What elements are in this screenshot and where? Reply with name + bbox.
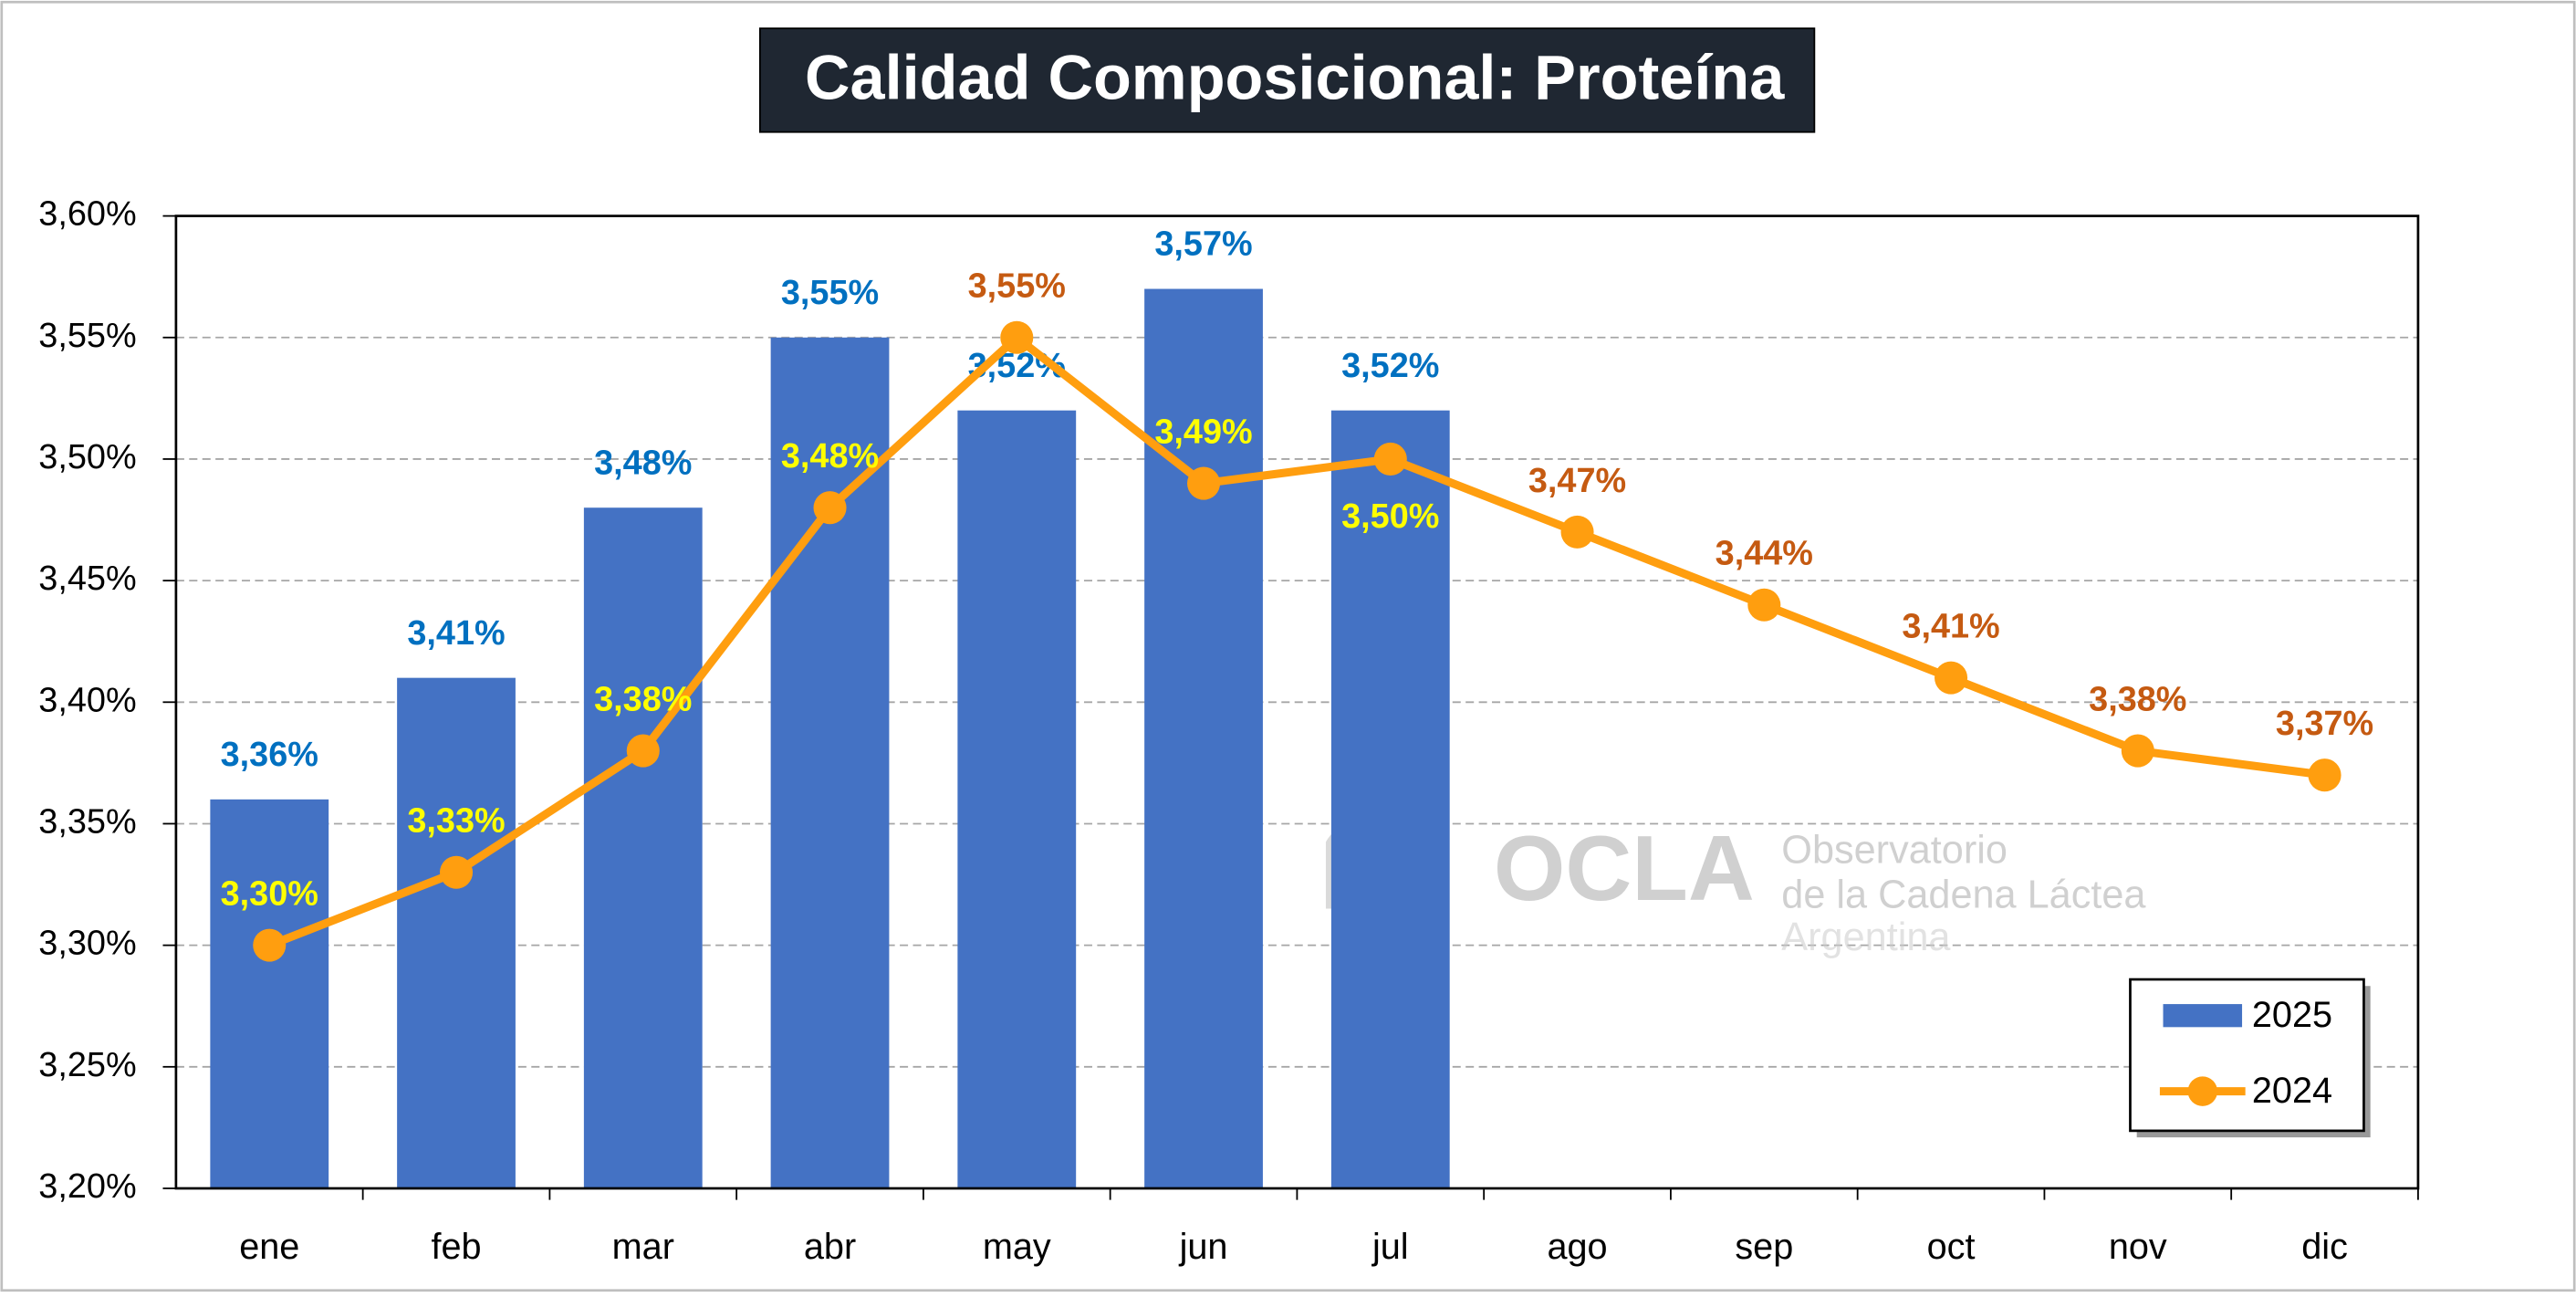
line-value-label: 3,49% [1154, 413, 1252, 451]
legend-swatch [2187, 1076, 2218, 1106]
title-box [758, 27, 1816, 133]
line-value-label: 3,50% [1341, 497, 1439, 536]
y-tick-label: 3,40% [38, 681, 136, 719]
bar-value-label: 3,55% [781, 274, 879, 312]
bar [770, 337, 890, 1188]
bar-value-label: 3,48% [594, 444, 692, 482]
watermark-text: Argentina [1781, 915, 1951, 959]
x-tick-label: abr [804, 1227, 856, 1267]
line-value-label: 3,30% [221, 875, 318, 914]
x-tick-label: feb [431, 1227, 481, 1267]
x-tick-label: ago [1547, 1227, 1607, 1267]
watermark-text: de la Cadena Láctea [1781, 873, 2146, 916]
bar [1144, 288, 1263, 1188]
bar [1330, 410, 1450, 1188]
line-marker [1560, 515, 1594, 549]
bar [957, 410, 1077, 1188]
bar-value-label: 3,41% [407, 614, 505, 653]
x-tick-label: nov [2109, 1227, 2167, 1267]
line-marker [626, 734, 660, 768]
bar-value-label: 3,57% [1154, 225, 1252, 264]
y-tick-label: 3,20% [38, 1167, 136, 1206]
line-marker [439, 855, 474, 889]
line-marker [813, 491, 847, 525]
bar [583, 507, 703, 1188]
line-value-label: 3,33% [407, 802, 505, 841]
x-tick-label: oct [1927, 1227, 1976, 1267]
line-marker [1747, 588, 1781, 622]
line-value-label: 3,37% [2276, 705, 2373, 743]
line-value-label: 3,55% [968, 267, 1066, 306]
x-tick-label: ene [239, 1227, 299, 1267]
x-tick-label: jun [1179, 1227, 1228, 1267]
y-tick-label: 3,55% [38, 317, 136, 355]
legend-label: 2024 [2252, 1071, 2332, 1111]
legend-swatch [2163, 1004, 2243, 1028]
line-value-label: 3,44% [1716, 535, 1813, 573]
y-tick-label: 3,50% [38, 438, 136, 476]
line-marker [2308, 758, 2341, 792]
watermark-logo: OCLA [1494, 818, 1755, 920]
line-marker [1373, 442, 1407, 476]
x-tick-label: may [983, 1227, 1051, 1267]
line-marker [1000, 320, 1034, 354]
bar [397, 677, 516, 1188]
line-marker [2121, 734, 2154, 768]
y-tick-label: 3,60% [38, 195, 136, 234]
line-value-label: 3,48% [781, 437, 879, 476]
bar-value-label: 3,52% [1341, 347, 1439, 385]
line-marker [1935, 661, 1968, 695]
y-tick-label: 3,45% [38, 560, 136, 598]
chart-title: Calidad Composicional: Proteína [805, 43, 1785, 113]
x-tick-label: jul [1371, 1227, 1409, 1267]
y-tick-label: 3,25% [38, 1046, 136, 1084]
line-value-label: 3,47% [1528, 462, 1626, 500]
x-tick-label: dic [2301, 1227, 2348, 1267]
line-value-label: 3,38% [2089, 680, 2186, 718]
line-value-label: 3,38% [594, 680, 692, 718]
bar-value-label: 3,36% [221, 736, 318, 774]
bar [210, 799, 329, 1188]
y-tick-label: 3,30% [38, 925, 136, 963]
x-tick-label: sep [1735, 1227, 1793, 1267]
line-marker [1187, 466, 1221, 500]
watermark: OCLA Observatorio de la Cadena Láctea Ar… [1325, 818, 2146, 959]
line [267, 333, 2326, 949]
line-value-label: 3,41% [1902, 608, 1999, 646]
watermark-text: Observatorio [1781, 829, 2008, 873]
legend-label: 2025 [2252, 995, 2332, 1035]
x-tick-label: mar [612, 1227, 674, 1267]
y-tick-label: 3,35% [38, 802, 136, 841]
line-marker [253, 928, 287, 962]
